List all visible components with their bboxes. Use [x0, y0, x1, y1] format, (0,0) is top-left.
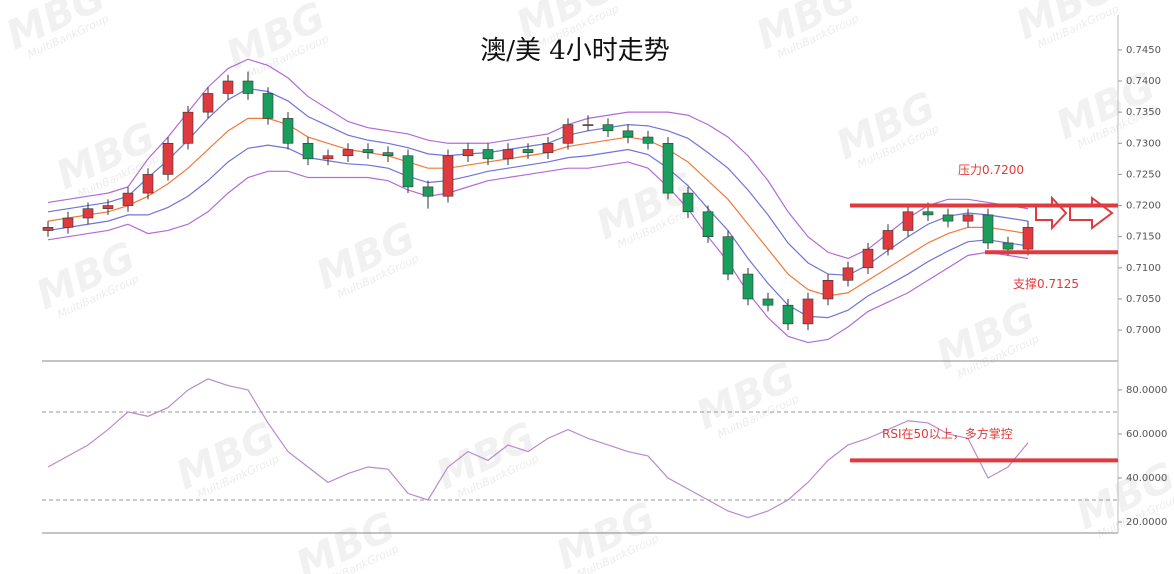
support-label: 支撑0.7125: [1013, 276, 1079, 291]
y-tick-label: 0.7200: [1126, 201, 1161, 212]
candle-body: [482, 149, 494, 160]
y-tick-label: 0.7400: [1126, 76, 1161, 87]
candle-body: [182, 111, 194, 144]
candle-body: [82, 208, 94, 219]
candle-body: [982, 214, 994, 244]
candle-body: [662, 142, 674, 194]
y-tick-label: 80.0000: [1126, 385, 1167, 396]
watermark-logo: MBG: [1009, 0, 1122, 49]
y-tick-label: 0.7300: [1126, 138, 1161, 149]
watermark-logo: MBG: [289, 504, 402, 574]
candle-body: [862, 248, 874, 269]
candle-body: [382, 152, 394, 157]
candle-body: [542, 142, 554, 153]
chart-title: 澳/美 4小时走势: [480, 36, 670, 66]
bollinger-band: [47, 117, 1029, 297]
candle-body: [602, 124, 614, 132]
candle-body: [322, 155, 334, 160]
y-tick-label: 0.7250: [1126, 169, 1161, 180]
arrow: [1035, 195, 1068, 231]
candle-body: [122, 192, 134, 206]
candle-body: [682, 192, 694, 213]
candle-body: [162, 142, 174, 175]
candle-body: [902, 211, 914, 231]
candle-body: [922, 211, 934, 216]
candle-body: [562, 124, 574, 144]
candle-body: [62, 217, 74, 228]
arrow: [1069, 196, 1114, 230]
candle-body: [782, 304, 794, 325]
candle-body: [362, 149, 374, 153]
y-tick-label: 0.7050: [1126, 294, 1161, 305]
y-tick-label: 0.7150: [1126, 232, 1161, 243]
bollinger-band: [47, 161, 1029, 344]
candle-body: [822, 279, 834, 300]
candle-body: [102, 205, 114, 209]
rsi-annotation: RSI在50以上，多方掌控: [882, 426, 1013, 441]
candle-body: [262, 93, 274, 119]
trend-arrows: [1035, 195, 1114, 231]
candle-body: [582, 124, 594, 126]
resistance-label: 压力0.7200: [958, 163, 1024, 177]
y-tick-label: 60.0000: [1126, 429, 1167, 440]
y-tick-label: 0.7000: [1126, 325, 1161, 336]
y-tick-label: 0.7450: [1126, 45, 1161, 56]
candle-body: [202, 93, 214, 113]
candle-body: [282, 118, 294, 144]
candle-body: [442, 155, 454, 197]
candle-body: [722, 236, 734, 275]
candle-body: [462, 149, 474, 157]
candle-body: [302, 142, 314, 160]
rsi-line: [47, 378, 1029, 519]
candle-body: [422, 186, 434, 197]
candle-body: [622, 130, 634, 138]
candle-body: [142, 174, 154, 194]
candle-body: [522, 149, 534, 153]
candle-body: [502, 149, 514, 160]
candle-body: [802, 298, 814, 325]
plot-layer: 0.7000 0.7050 0.7100 0.7150 0.7200 0.7250 0.73…: [42, 45, 1167, 528]
candle-body: [882, 230, 894, 250]
candle-body: [642, 136, 654, 144]
candle-body: [222, 80, 234, 94]
candle-body: [742, 273, 754, 300]
candle-body: [842, 267, 854, 281]
candle-body: [242, 80, 254, 94]
candle-body: [762, 298, 774, 306]
candle-body: [342, 149, 354, 157]
candle-body: [702, 211, 714, 237]
candle-body: [1022, 227, 1034, 250]
candle-body: [1002, 242, 1014, 250]
bollinger-band: [47, 144, 1029, 319]
candle-body: [42, 227, 54, 231]
candle-body: [962, 214, 974, 222]
y-tick-label: 0.7350: [1126, 107, 1161, 118]
candle-body: [942, 214, 954, 222]
y-tick-label: 40.0000: [1126, 473, 1167, 484]
y-tick-label: 20.0000: [1126, 517, 1167, 528]
y-tick-label: 0.7100: [1126, 263, 1161, 274]
candle-body: [402, 155, 414, 188]
